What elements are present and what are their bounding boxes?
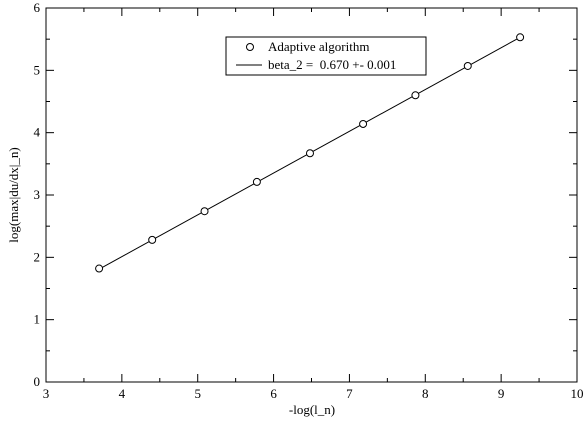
x-tick-label: 8: [422, 386, 429, 401]
x-tick-label: 3: [43, 386, 50, 401]
legend: Adaptive algorithm beta_2 = 0.670 +- 0.0…: [226, 37, 426, 75]
data-point: [464, 62, 471, 69]
x-tick-label: 10: [571, 386, 584, 401]
x-tick-label: 6: [270, 386, 277, 401]
data-point: [253, 178, 260, 185]
x-tick-label: 4: [119, 386, 126, 401]
legend-label-1: beta_2 = 0.670 +- 0.001: [268, 57, 396, 72]
data-point: [306, 150, 313, 157]
data-point: [517, 34, 524, 41]
x-tick-label: 7: [346, 386, 353, 401]
y-tick-label: 2: [34, 249, 41, 264]
y-axis-label: log(max|du/dx|_n): [6, 147, 21, 242]
x-tick-label: 9: [498, 386, 505, 401]
y-tick-label: 6: [34, 0, 41, 15]
data-point: [149, 236, 156, 243]
y-tick-label: 3: [34, 187, 41, 202]
data-point: [201, 208, 208, 215]
y-tick-label: 1: [34, 312, 41, 327]
data-point: [412, 92, 419, 99]
data-point: [96, 265, 103, 272]
data-point: [360, 120, 367, 127]
x-axis-label: -log(l_n): [289, 402, 335, 417]
y-tick-label: 5: [34, 62, 41, 77]
y-tick-label: 4: [34, 125, 41, 140]
legend-label-0: Adaptive algorithm: [268, 39, 369, 54]
x-tick-label: 5: [194, 386, 201, 401]
y-tick-label: 0: [34, 374, 41, 389]
